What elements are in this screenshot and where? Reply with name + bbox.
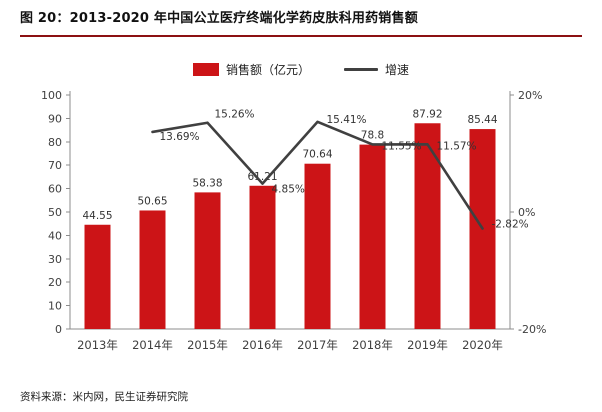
y-axis-label: 100 [41,89,62,102]
bar-2015年 [194,192,221,329]
bar-2016年 [249,185,276,329]
growth-value-label: -2.82% [492,218,529,230]
growth-line [151,120,484,230]
y2-axis-label: 0% [518,206,535,219]
bar-value-label: 50.65 [137,195,167,207]
y-axis-label: 70 [48,159,62,172]
growth-value-label: 13.69% [160,131,200,143]
bar-2019年 [414,123,441,329]
x-axis-label: 2020年 [462,338,503,352]
bar-2013年 [84,224,111,329]
figure-header: 图 20：2013-2020 年中国公立医疗终端化学药皮肤科用药销售额 [0,0,602,37]
x-axis-label: 2019年 [407,338,448,352]
growth-value-label: 4.85% [272,184,305,196]
bar-2014年 [139,210,166,329]
y-axis-label: 90 [48,112,62,125]
legend-label-sales: 销售额（亿元） [225,62,310,77]
y-axis-label: 30 [48,253,62,266]
x-axis-label: 2015年 [187,338,228,352]
bar-2017年 [304,163,331,329]
growth-value-label: 11.55% [382,140,422,152]
growth-value-label: 15.26% [215,109,255,121]
chart-area: 0 10 20 30 40 50 60 70 80 90 100 20% 0% -20% 44.55 2013… [0,81,602,381]
x-axis-label: 2013年 [77,338,118,352]
legend-label-growth: 增速 [385,62,410,77]
bar-value-label: 58.38 [192,177,222,189]
chart-svg: 0 10 20 30 40 50 60 70 80 90 100 20% 0% -20% 44.55 2013… [41,89,546,352]
y-axis-label: 50 [48,206,62,219]
line-swatch-icon [344,67,378,71]
legend: 销售额（亿元） 增速 [0,61,602,77]
growth-value-label: 15.41% [327,114,367,126]
title-rule [20,35,582,37]
bar-value-label: 78.8 [361,130,384,142]
y-axis-label: 10 [48,300,62,313]
y-axis-label: 80 [48,136,62,149]
source-note: 资料来源：米内网，民生证券研究院 [20,391,188,403]
x-axis-label: 2014年 [132,338,173,352]
bar-swatch-icon [192,62,219,76]
bar-2018年 [359,144,386,329]
y-axis-label: 20 [48,276,62,289]
x-axis-label: 2016年 [242,338,283,352]
y-axis-label: 40 [48,229,62,242]
legend-item-growth: 增速 [344,61,409,78]
y2-axis-label: 20% [518,89,542,102]
figure-title: 图 20：2013-2020 年中国公立医疗终端化学药皮肤科用药销售额 [20,11,418,26]
y-axis-label: 0 [55,323,62,336]
bar-value-label: 87.92 [412,108,442,120]
bar-value-label: 70.64 [302,149,332,161]
x-axis-label: 2018年 [352,338,393,352]
bar-value-label: 85.44 [467,114,497,126]
bar-value-label: 44.55 [82,210,112,222]
growth-value-label: 11.57% [437,140,477,152]
legend-item-sales: 销售额（亿元） [192,61,310,78]
y2-axis-label: -20% [518,323,546,336]
y-axis-label: 60 [48,183,62,196]
x-axis-label: 2017年 [297,338,338,352]
